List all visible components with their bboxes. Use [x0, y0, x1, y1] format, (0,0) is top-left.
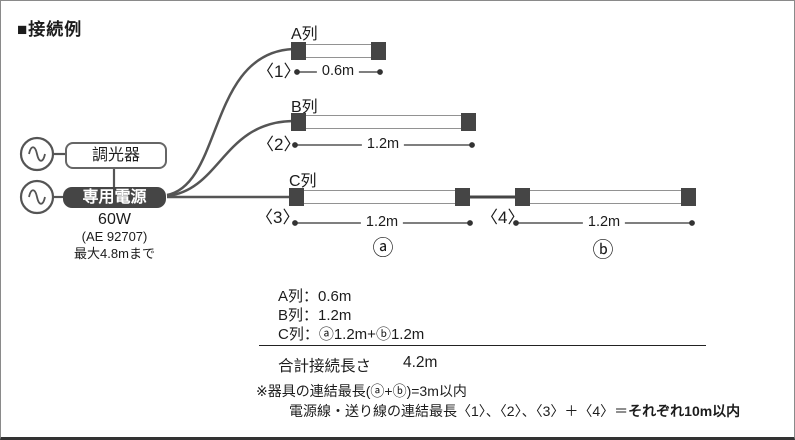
row-c-label: C列 [289, 173, 317, 190]
note-max-wire-run-emphasis: それぞれ10m以内 [628, 403, 741, 419]
bar-end-cap [681, 188, 696, 206]
light-bar-c2 [515, 188, 696, 206]
power-supply-max-run: 最大4.8mまで [74, 246, 155, 261]
summary-divider [259, 345, 706, 346]
segment-tag-b: ⓑ [592, 239, 614, 262]
light-bar-b [291, 113, 476, 131]
dimension-label-c1: 1.2m [360, 214, 404, 230]
note-max-wire-run: 電源線・送り線の連結最長〈1〉、〈2〉、〈3〉＋〈4〉＝それぞれ10m以内 [289, 401, 740, 421]
note-max-wire-run-text: 電源線・送り線の連結最長〈1〉、〈2〉、〈3〉＋〈4〉＝ [289, 403, 629, 419]
figure-title: ■接続例 [17, 20, 83, 39]
summary-row-a: A列：0.6m [278, 288, 352, 305]
link-tag-4: 〈4〉 [481, 208, 525, 227]
segment-tag-a: ⓐ [372, 237, 394, 260]
bar-end-cap [289, 188, 304, 206]
bar-end-cap [515, 188, 530, 206]
feed-tag-2: 〈2〉 [257, 135, 301, 154]
total-length-value: 4.2m [403, 354, 438, 371]
row-a-label: A列 [291, 26, 318, 43]
feed-tag-3: 〈3〉 [256, 208, 300, 227]
bar-end-cap [291, 113, 306, 131]
light-bar-c1 [289, 188, 470, 206]
dimension-label-b: 1.2m [361, 136, 405, 152]
row-b-label: B列 [291, 99, 318, 116]
summary-row-b: B列：1.2m [278, 307, 352, 324]
note-max-fixture-run: ※器具の連結最長(ⓐ+ⓑ)=3m以内 [256, 383, 467, 399]
feed-wire-row-a [166, 47, 294, 197]
power-supply-model: (AE 92707) [81, 229, 148, 244]
summary-row-c: C列：ⓐ1.2m+ⓑ1.2m [278, 326, 425, 343]
dimension-label-c2: 1.2m [582, 214, 626, 230]
ac-source-icon [19, 179, 55, 215]
ac-source-icon [19, 136, 55, 172]
power-supply-box: 専用電源 [63, 187, 166, 208]
bar-end-cap [461, 113, 476, 131]
light-bar-a [291, 42, 386, 60]
bar-end-cap [371, 42, 386, 60]
bar-end-cap [291, 42, 306, 60]
total-length-label: 合計接続長さ [278, 358, 372, 375]
feed-tag-1: 〈1〉 [257, 62, 301, 81]
bar-end-cap [455, 188, 470, 206]
feed-wire-row-b [166, 119, 294, 198]
dimmer-box: 調光器 [65, 142, 167, 169]
power-supply-wattage: 60W [98, 211, 131, 228]
dimension-label-a: 0.6m [316, 63, 360, 79]
